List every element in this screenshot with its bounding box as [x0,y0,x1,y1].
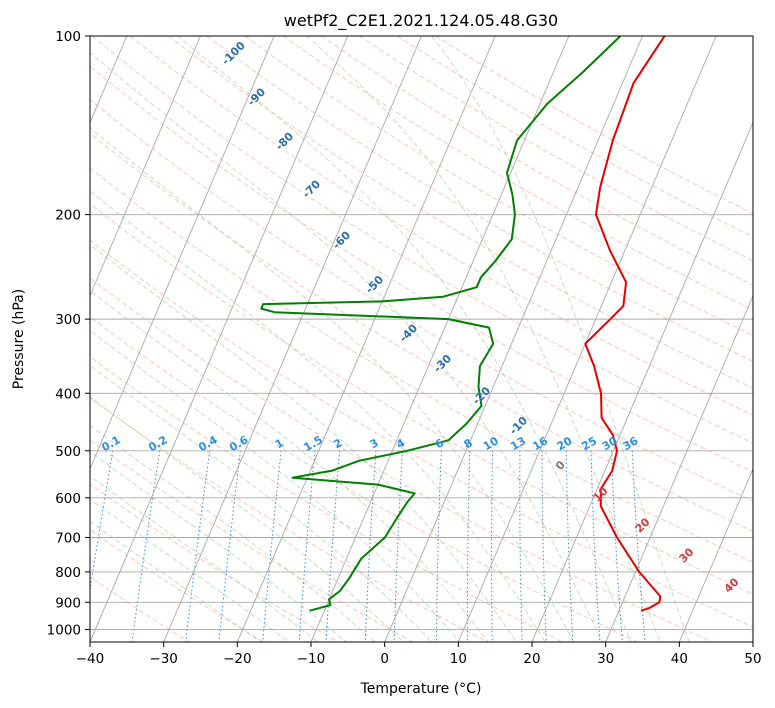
plot-frame [89,35,754,643]
dry-adiabat-line [90,277,712,642]
dry-adiabat-line [168,36,753,389]
y-tick-label: 100 [55,29,81,45]
moist-adiabat-line [90,329,461,642]
mixing-ratio-line [519,450,523,642]
mixing-ratio-line [262,450,282,642]
moist-adiabat-line [177,36,632,642]
y-tick-label: 1000 [47,622,81,638]
dry-adiabat-line [90,239,753,628]
y-tick-label: 300 [55,312,81,328]
mixing-ratio-line [325,450,341,642]
mixing-ratio-line [185,450,211,642]
y-tick-label: 600 [55,491,81,507]
dry-adiabat-line [244,36,753,336]
isotherm-line [236,36,496,642]
mixing-ratio-line [435,450,442,642]
isotherm-line [384,36,643,642]
moist-adiabat-line [306,36,661,642]
mixing-ratio-line [611,450,623,642]
moist-adiabat-line [90,243,517,642]
isotherm-line [678,467,753,642]
isotherm-line [531,121,753,642]
y-tick-label: 900 [55,595,81,611]
y-tick-label: 500 [55,444,81,460]
chart-title: wetPf2_C2E1.2021.124.05.48.G30 [284,11,558,31]
moist-adiabat-line [90,190,546,642]
isotherm-line [310,36,570,642]
dry-adiabat-line [90,397,488,642]
dry-adiabat-line [206,36,753,362]
moist-adiabat-line [90,475,319,642]
x-tick-label: −30 [149,651,178,667]
isotherm-line [457,36,717,642]
dry-adiabat-line [90,98,753,502]
x-tick-label: −20 [223,651,252,667]
isotherm-line [90,36,275,471]
x-tick-label: 40 [671,651,688,667]
isotherm-line [90,36,349,642]
temperature-profile-line [584,36,666,612]
moist-adiabat-line [90,396,404,642]
mixing-ratio-line [541,450,547,642]
dry-adiabat-line [90,203,753,595]
mixing-ratio-line [364,450,377,642]
mixing-ratio-line [298,450,316,642]
dry-adiabat-line [90,356,563,642]
x-axis-label: Temperature (°C) [360,681,482,697]
moist-adiabat-line [90,520,261,642]
y-tick-label: 700 [55,531,81,547]
x-tick-label: 20 [523,651,540,667]
moist-adiabat-line [90,498,290,642]
isotherm-line [90,36,201,297]
moist-adiabat-line [431,36,690,642]
moist-adiabat-line [90,424,376,642]
x-tick-label: 30 [597,651,614,667]
x-tick-label: −10 [297,651,326,667]
isotherm-line [605,294,753,642]
dry-adiabat-line [92,36,753,444]
dewpoint-profile-line [260,36,622,612]
mixing-ratio-line [590,450,601,642]
dry-adiabat-line [90,132,753,532]
mixing-ratio-line [466,450,471,642]
y-tick-label: 800 [55,565,81,581]
x-tick-label: 50 [744,651,761,667]
y-tick-label: 200 [55,208,81,224]
mixing-ratio-line [393,450,403,642]
thermo-lines [90,36,753,642]
moist-adiabat-line [90,51,603,642]
axis-ticks: −40 −30 −20 −10 0 10 20 30 40 50 100 200 300 400 500 60… [47,29,762,667]
y-tick-label: 400 [55,386,81,402]
profile-lines [260,36,666,612]
moist-adiabat-line [90,365,432,642]
dry-adiabat-line [320,36,753,286]
dry-adiabat-line [90,316,638,642]
moist-adiabat-line [90,127,574,642]
mixing-ratio-line [218,450,241,642]
dry-adiabat-line [90,65,753,473]
mixing-ratio-line [131,450,161,642]
y-axis-label: Pressure (hPa) [11,289,27,389]
x-tick-label: 10 [450,651,467,667]
x-tick-label: −40 [76,651,105,667]
isotherm-line [163,36,422,642]
mixing-ratio-line [565,450,574,642]
x-tick-label: 0 [380,651,389,667]
